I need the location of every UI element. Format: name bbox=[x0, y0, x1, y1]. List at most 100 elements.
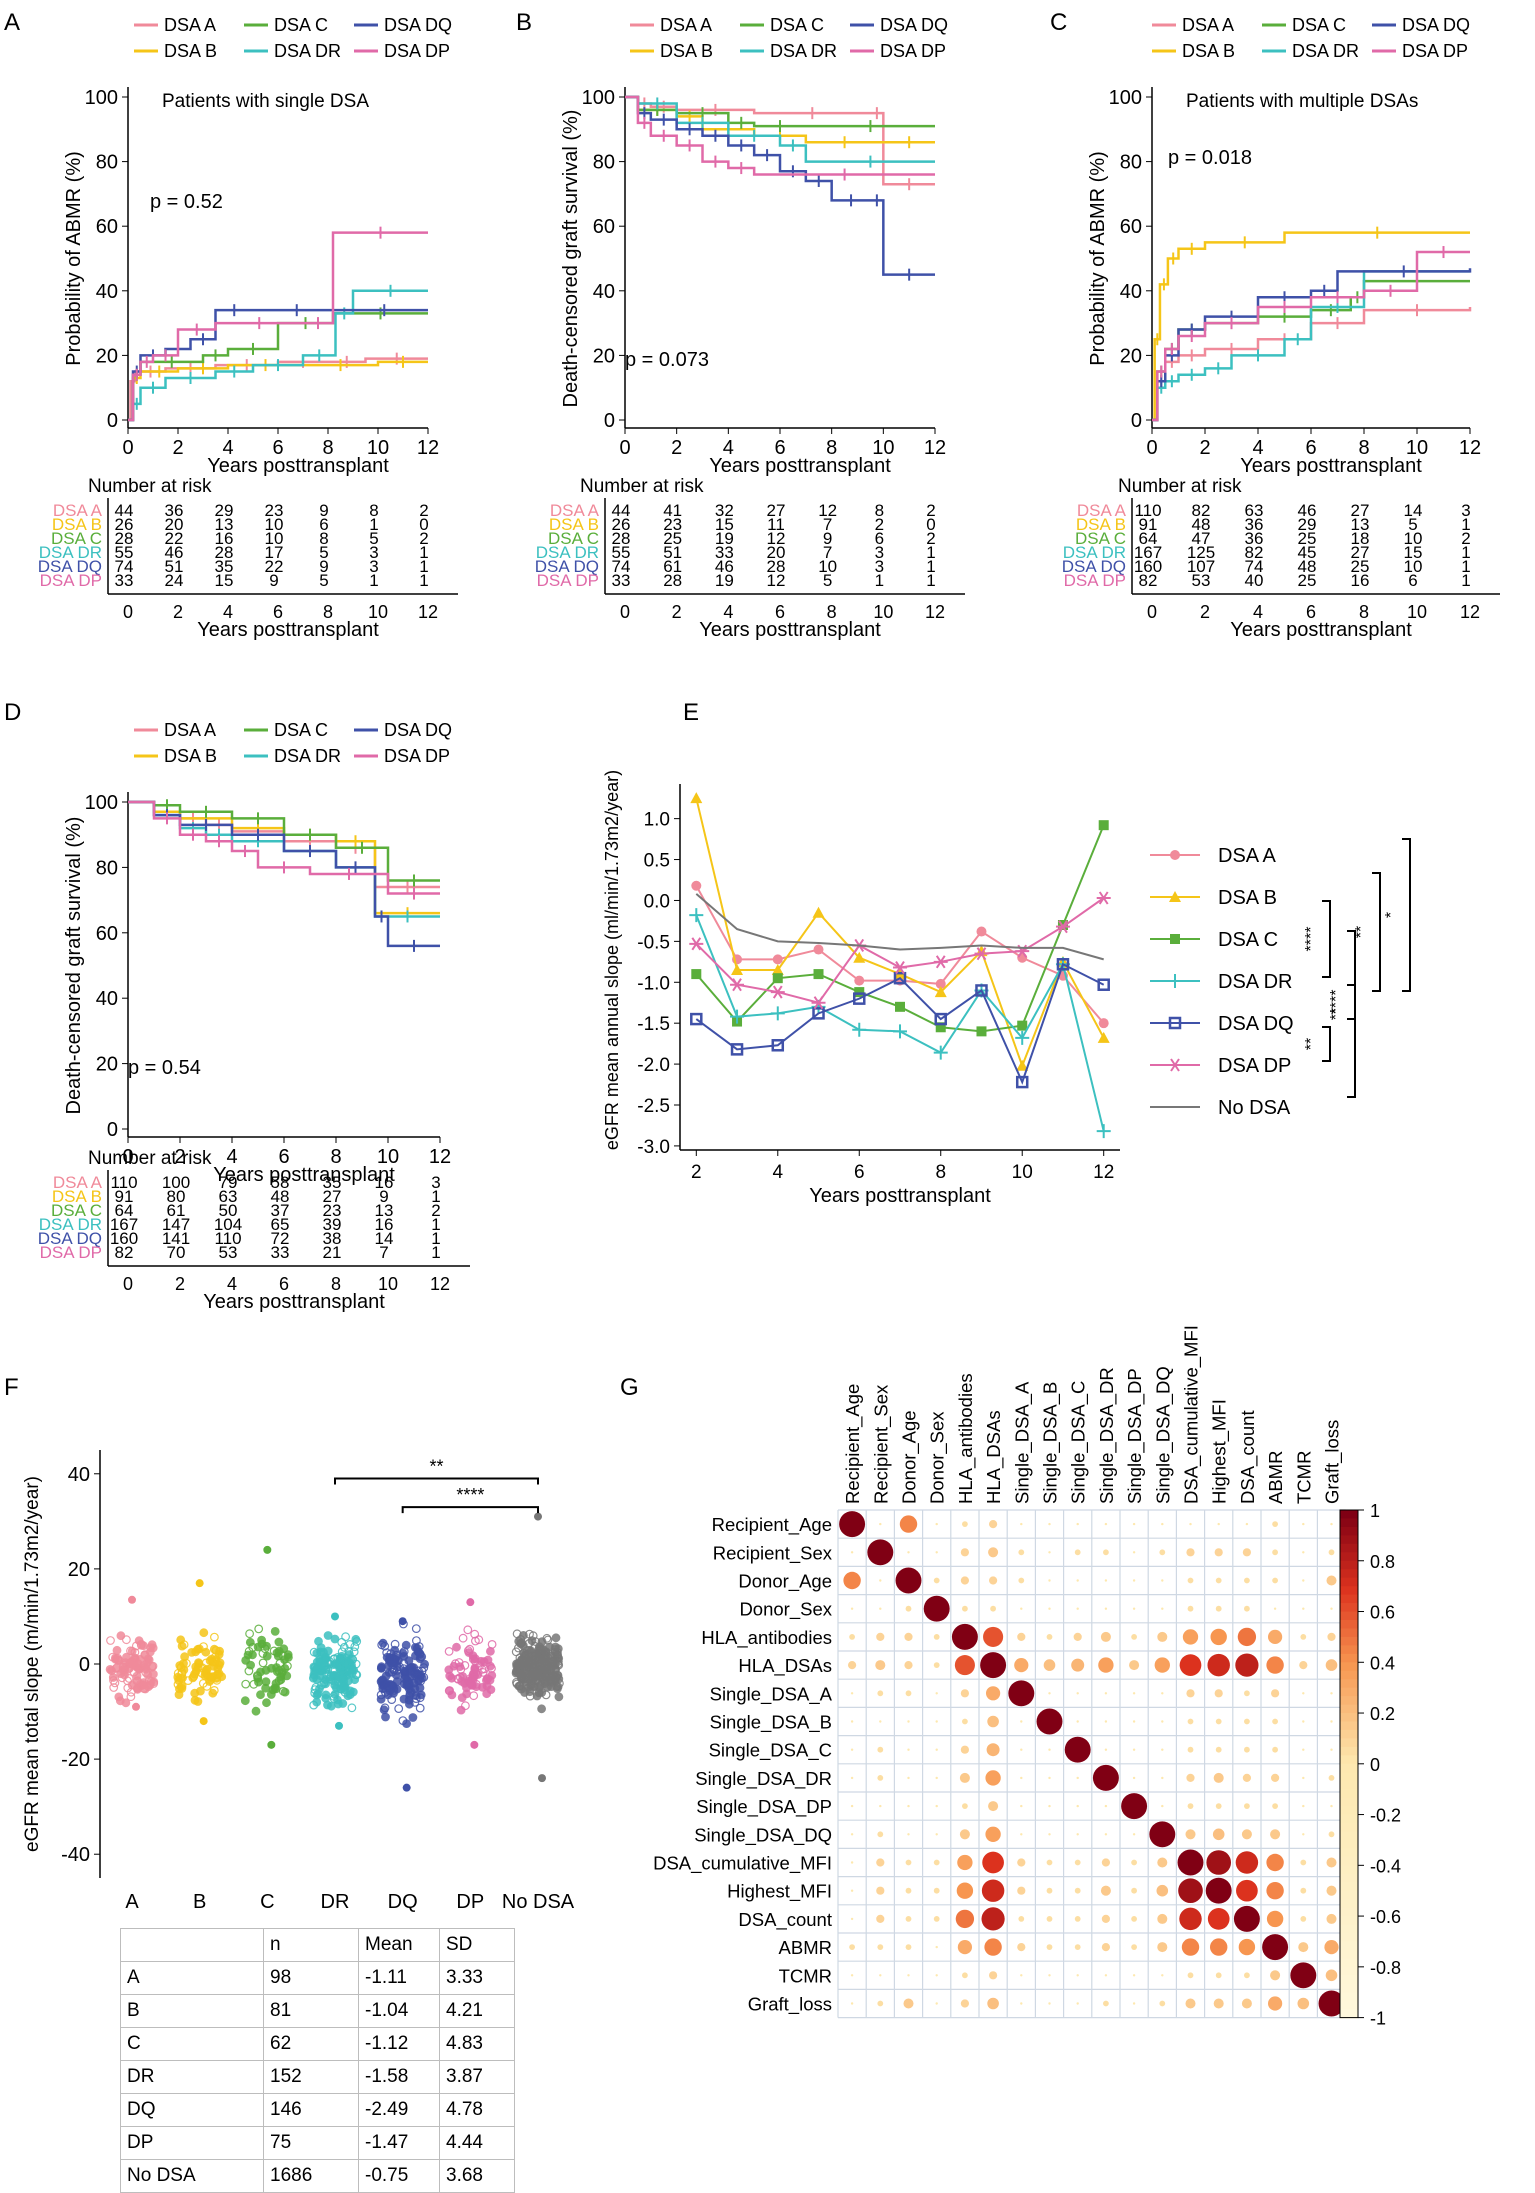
risk-value: 35 bbox=[215, 557, 234, 576]
risk-value: 48 bbox=[1298, 557, 1317, 576]
data-point-dsa-dq bbox=[771, 1039, 785, 1052]
risk-time-label: 2 bbox=[1200, 602, 1210, 622]
data-point-a bbox=[124, 1673, 134, 1683]
risk-row-label-dsa-c: DSA C bbox=[51, 529, 102, 548]
correlation-dot bbox=[1161, 1748, 1164, 1751]
risk-row-label-dsa-dr: DSA DR bbox=[39, 543, 102, 562]
data-point-c bbox=[283, 1650, 293, 1660]
risk-time-label: 0 bbox=[123, 602, 133, 622]
correlation-dot bbox=[1302, 1776, 1305, 1780]
colorbar-tick-label: 0.8 bbox=[1370, 1552, 1395, 1572]
colorbar-segment bbox=[1340, 1670, 1358, 1681]
correlation-dot bbox=[1178, 1878, 1203, 1904]
data-point-dq bbox=[381, 1712, 390, 1722]
x-tick-label: 6 bbox=[774, 437, 785, 459]
correlation-dot bbox=[933, 1887, 940, 1894]
correlation-dot bbox=[1161, 1522, 1164, 1526]
correlation-dot bbox=[1048, 1804, 1051, 1808]
data-point-b bbox=[208, 1688, 218, 1698]
correlation-dot bbox=[1104, 1974, 1108, 1977]
data-point-b bbox=[202, 1681, 212, 1691]
column-label: Donor_Age bbox=[899, 1410, 921, 1504]
colorbar-segment bbox=[1340, 1941, 1358, 1951]
risk-row-label-dsa-dr: DSA DR bbox=[39, 1215, 102, 1234]
y-axis-label: Death-censored graft survival (%) bbox=[560, 110, 582, 408]
risk-time-label: 6 bbox=[1306, 602, 1316, 622]
correlation-dot bbox=[1327, 1632, 1336, 1641]
correlation-dot bbox=[1215, 1803, 1222, 1809]
risk-value: 1 bbox=[926, 543, 935, 562]
x-tick-label: 12 bbox=[417, 437, 439, 459]
colorbar-segment bbox=[1340, 1814, 1358, 1825]
x-tick-label: 0 bbox=[122, 1146, 133, 1168]
risk-value: 16 bbox=[375, 1173, 394, 1192]
colorbar-segment bbox=[1340, 1619, 1358, 1630]
risk-value: 16 bbox=[215, 529, 234, 548]
correlation-dot bbox=[1149, 1821, 1176, 1848]
y-tick-label: 100 bbox=[85, 87, 118, 109]
y-tick-label: 20 bbox=[1120, 345, 1142, 367]
colorbar-segment bbox=[1340, 1899, 1358, 1909]
data-point-dp bbox=[456, 1705, 466, 1715]
panel-label-a: A bbox=[4, 9, 20, 36]
risk-value: 17 bbox=[265, 543, 284, 562]
data-point-dq bbox=[394, 1704, 404, 1713]
data-point-dr bbox=[326, 1701, 336, 1711]
risk-value: 1 bbox=[419, 557, 428, 576]
correlation-dot bbox=[1046, 1944, 1053, 1950]
correlation-dot bbox=[987, 1997, 999, 2010]
data-point-dq bbox=[420, 1659, 430, 1669]
correlation-dot bbox=[1132, 1833, 1136, 1836]
risk-value: 33 bbox=[271, 1243, 290, 1262]
y-tick-label: 100 bbox=[582, 87, 615, 109]
correlation-dot bbox=[879, 1579, 882, 1582]
risk-value: 13 bbox=[375, 1201, 394, 1220]
risk-value: 9 bbox=[319, 557, 328, 576]
risk-value: 1 bbox=[1461, 515, 1470, 534]
risk-value: 2 bbox=[419, 501, 428, 520]
table-cell: A bbox=[120, 1961, 264, 1995]
correlation-dot bbox=[1266, 1882, 1284, 1900]
data-point-dr bbox=[331, 1612, 339, 1621]
x-tick-label: 4 bbox=[222, 437, 233, 459]
correlation-dot bbox=[1328, 1775, 1335, 1781]
risk-row-label-dsa-c: DSA C bbox=[548, 529, 599, 548]
correlation-dot bbox=[1131, 1887, 1137, 1894]
risk-time-label: 2 bbox=[175, 1274, 185, 1294]
correlation-dot bbox=[1131, 1916, 1137, 1922]
correlation-dot bbox=[1302, 1692, 1305, 1695]
correlation-dot bbox=[954, 1655, 975, 1676]
correlation-dot bbox=[1043, 1659, 1056, 1671]
x-tick-label: 6 bbox=[278, 1146, 289, 1168]
risk-time-label: 10 bbox=[378, 1274, 398, 1294]
risk-value: 41 bbox=[663, 501, 682, 520]
table-cell: -1.11 bbox=[358, 1961, 440, 1995]
legend-label-dsa-dr: DSA DR bbox=[274, 746, 341, 766]
risk-value: 33 bbox=[612, 571, 631, 590]
data-point-no-dsa bbox=[538, 1774, 546, 1783]
y-tick-label: 0 bbox=[604, 410, 615, 432]
data-point-dq bbox=[406, 1666, 416, 1676]
correlation-dot bbox=[1157, 1942, 1168, 1953]
x-tick-label: 12 bbox=[924, 437, 946, 459]
correlation-dot bbox=[1326, 1857, 1337, 1868]
data-point-dsa-dp bbox=[1096, 891, 1111, 905]
table-cell: B bbox=[120, 1994, 264, 2028]
correlation-dot bbox=[1235, 1653, 1259, 1677]
correlation-dot bbox=[986, 1743, 1000, 1757]
correlation-dot bbox=[1213, 1772, 1224, 1783]
correlation-dot bbox=[1046, 1887, 1053, 1894]
data-point-a bbox=[128, 1595, 136, 1604]
correlation-dot bbox=[1157, 1857, 1168, 1868]
correlation-dot bbox=[1242, 1773, 1251, 1782]
data-point-dr bbox=[312, 1690, 322, 1700]
correlation-dot bbox=[907, 1833, 910, 1836]
panel-g-correlation-matrix: Recipient_Age Recipient_Age Recipient_Sex R… bbox=[653, 1325, 1401, 2029]
correlation-dot bbox=[907, 1551, 910, 1554]
data-point-dp bbox=[486, 1646, 495, 1656]
correlation-dot bbox=[850, 1974, 854, 1977]
risk-value: 22 bbox=[265, 557, 284, 576]
correlation-dot bbox=[1207, 1653, 1230, 1677]
correlation-dot bbox=[1271, 1773, 1280, 1782]
risk-value: 74 bbox=[1245, 557, 1264, 576]
